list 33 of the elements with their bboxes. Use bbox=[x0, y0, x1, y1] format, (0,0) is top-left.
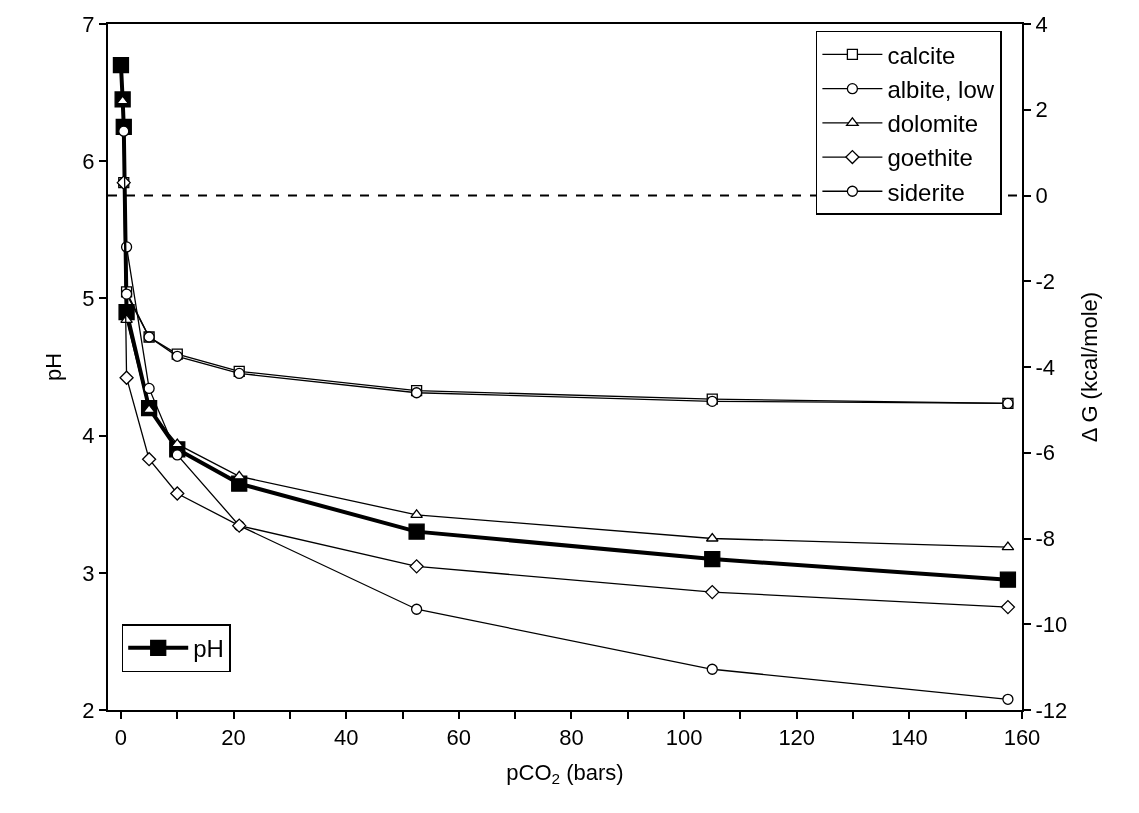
y2-tick-label: 2 bbox=[1035, 97, 1048, 123]
y-tick-label: 3 bbox=[82, 560, 95, 586]
y-tick-label: 5 bbox=[82, 286, 95, 312]
legend-label: dolomite bbox=[887, 110, 979, 138]
x-axis-title: pCO$_{2}$ (bars) bbox=[506, 759, 624, 788]
y2-tick-label: -4 bbox=[1035, 354, 1055, 380]
y2-tick-label: 4 bbox=[1035, 11, 1048, 37]
y2-tick-label: -2 bbox=[1035, 268, 1055, 294]
y2-tick-label: 0 bbox=[1035, 183, 1048, 209]
x-tick-label: 0 bbox=[114, 725, 128, 751]
x-tick-label: 100 bbox=[665, 725, 703, 751]
y2-tick-label: -8 bbox=[1035, 526, 1055, 552]
y-tick-label: 4 bbox=[82, 423, 95, 449]
y-tick-label: 2 bbox=[82, 697, 95, 723]
legend-label: siderite bbox=[887, 178, 965, 206]
y-tick-label: 7 bbox=[82, 11, 95, 37]
x-tick-label: 80 bbox=[559, 725, 584, 751]
y2-tick-label: -10 bbox=[1035, 611, 1068, 637]
legend-label: albite, low bbox=[887, 76, 995, 104]
y2-axis-title: Δ G (kcal/mole) bbox=[1076, 291, 1102, 443]
y2-tick-label: -12 bbox=[1035, 697, 1068, 723]
legend-label: goethite bbox=[887, 144, 973, 172]
x-tick-label: 40 bbox=[333, 725, 359, 751]
legend-label: calcite bbox=[887, 41, 956, 69]
legend-label: pH bbox=[193, 635, 224, 663]
y-tick-label: 6 bbox=[82, 148, 95, 174]
x-tick-label: 140 bbox=[891, 725, 928, 751]
x-tick-label: 120 bbox=[778, 725, 816, 751]
x-tick-label: 20 bbox=[221, 725, 246, 751]
x-tick-label: 160 bbox=[1003, 725, 1041, 751]
x-tick-label: 60 bbox=[446, 725, 472, 751]
y2-tick-label: -6 bbox=[1035, 440, 1055, 466]
y-axis-title: pH bbox=[40, 352, 66, 382]
